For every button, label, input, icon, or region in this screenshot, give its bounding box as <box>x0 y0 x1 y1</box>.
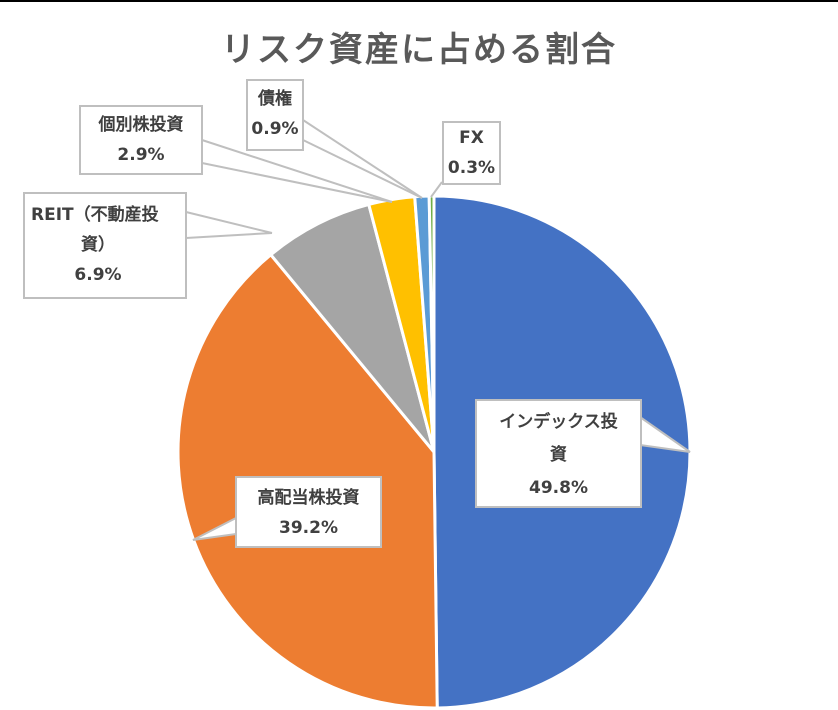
chart-title: リスク資産に占める割合 <box>221 30 617 70</box>
label-name-2: 資 <box>550 445 567 465</box>
label-name: FX <box>459 128 484 148</box>
label-name: インデックス投 <box>499 412 618 432</box>
leader-line-bond <box>302 139 423 199</box>
data-label-stock: 個別株投資 2.9% <box>79 105 203 175</box>
label-pct: 0.9% <box>251 119 299 139</box>
leader-line-fx <box>430 181 443 198</box>
label-pct: 2.9% <box>117 145 165 165</box>
label-pct: 6.9% <box>74 265 122 285</box>
data-label-reit: REIT（不動産投 資） 6.9% <box>23 192 187 299</box>
pie-slice-2 <box>268 202 436 453</box>
leader-line-reit-2 <box>185 211 273 234</box>
label-name: REIT（不動産投 <box>31 205 159 225</box>
leader-line-bond-2 <box>302 119 423 199</box>
data-label-index: インデックス投 資 49.8% <box>475 399 642 508</box>
label-name-2: 資） <box>81 235 115 255</box>
leader-line-stock <box>201 162 393 203</box>
label-pct: 0.3% <box>447 158 496 178</box>
data-label-bond: 債権 0.9% <box>246 79 304 151</box>
leader-line-stock-2 <box>201 139 393 203</box>
data-label-fx: FX 0.3% <box>442 121 501 185</box>
label-pct: 39.2% <box>279 518 338 538</box>
leader-line-reit <box>185 232 273 239</box>
label-name: 個別株投資 <box>98 115 184 135</box>
label-pct: 49.8% <box>529 478 588 498</box>
data-label-highdiv: 高配当株投資 39.2% <box>235 476 382 548</box>
label-name: 高配当株投資 <box>257 488 360 508</box>
top-border <box>0 0 838 2</box>
label-name: 債権 <box>258 89 292 109</box>
